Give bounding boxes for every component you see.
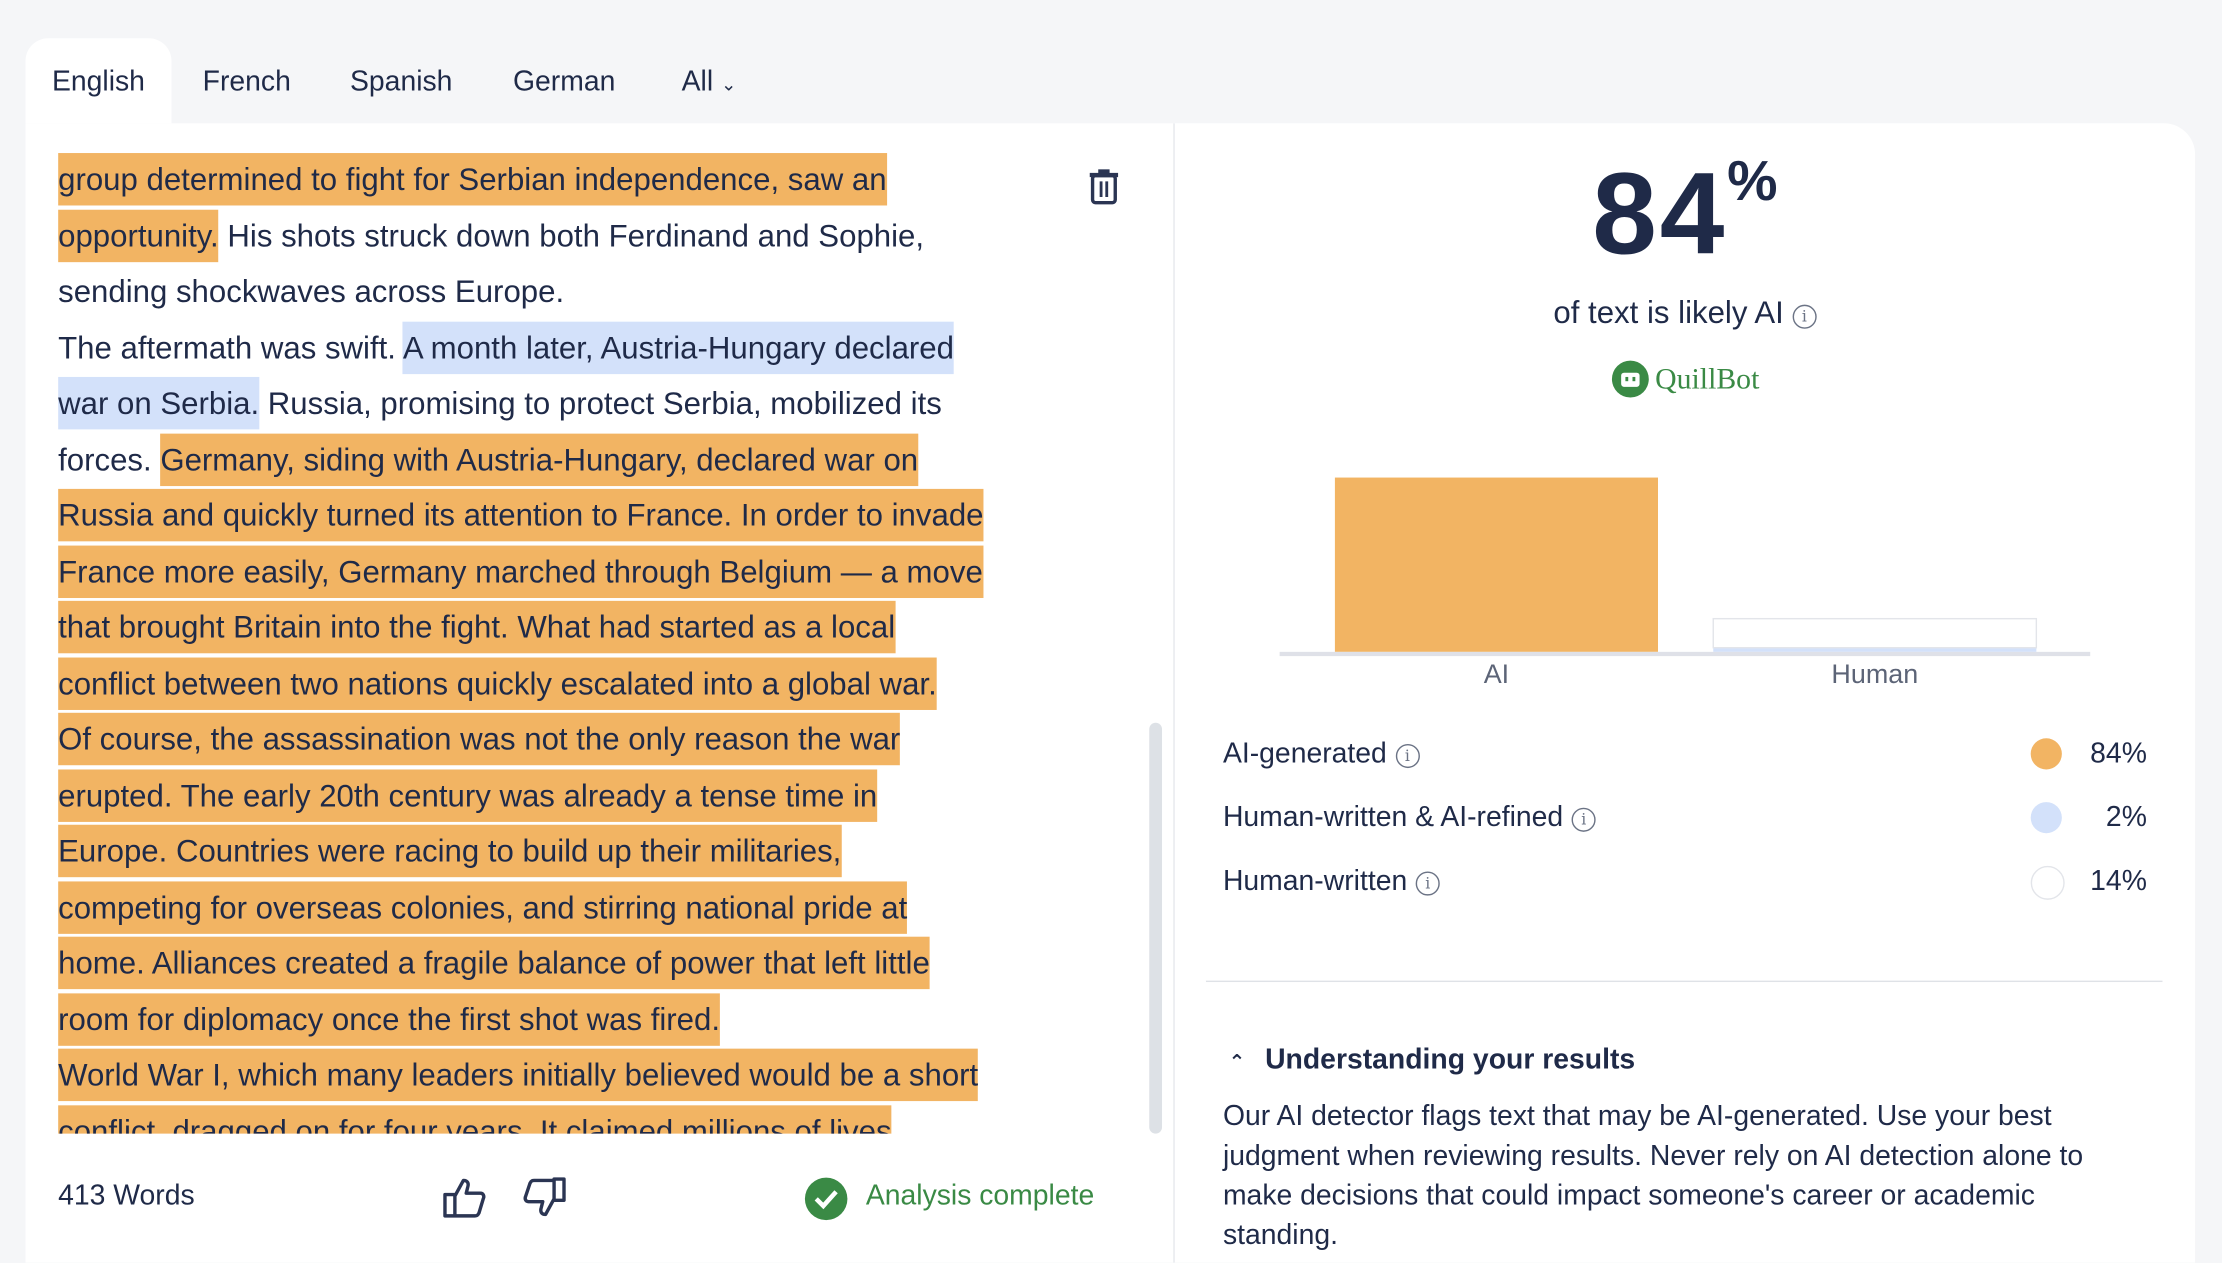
text-line: group determined to fight for Serbian in… [58,152,1107,208]
text-editor[interactable]: group determined to fight for Serbian in… [58,152,1107,1134]
x-tick-label: AI [1484,659,1509,689]
legend-dot-human [2030,865,2065,900]
text-segment: His shots struck down both Ferdinand and… [218,217,925,253]
legend-dot-refined [2030,802,2062,834]
ai-highlight: that brought Britain into the fight. Wha… [58,600,895,654]
percent-sign: % [1727,150,1778,213]
text-line: France more easily, Germany marched thro… [58,543,1107,599]
thumbs-down-icon[interactable] [521,1176,566,1226]
ai-highlight: competing for overseas colonies, and sti… [58,880,907,934]
tab-all-dropdown[interactable]: All ⌄ [682,38,737,123]
ai-score-value: 84 [1592,150,1728,280]
tab-french[interactable]: French [202,66,291,98]
divider [1205,980,2163,983]
ai-score: 84% [1175,149,2195,282]
legend-value: 14% [2090,865,2147,898]
chevron-down-icon: ⌄ [721,73,737,95]
text-segment: Russia, promising to protect Serbia, mob… [259,385,942,421]
info-icon[interactable]: i [1571,807,1596,832]
text-line: home. Alliances created a fragile balanc… [58,935,1107,991]
legend-ai-generated: AI-generated i 84% [1223,733,2147,776]
quillbot-logo: QuillBot [1611,359,1759,399]
ai-highlight: Of course, the assassination was not the… [58,712,900,766]
ai-highlight: Europe. Countries were racing to build u… [58,824,841,878]
ai-highlight: France more easily, Germany marched thro… [58,544,983,598]
legend-dot-ai [2030,738,2062,770]
text-line: Europe. Countries were racing to build u… [58,823,1107,879]
text-line: Of course, the assassination was not the… [58,711,1107,767]
score-subtitle-text: of text is likely AI [1553,294,1784,331]
text-segment: The aftermath was swift. [58,329,403,365]
word-count: 413 Words [58,1180,195,1212]
ai-highlight: group determined to fight for Serbian in… [58,153,887,206]
ai-highlight: World War I, which many leaders initiall… [58,1048,978,1102]
text-line: opportunity. His shots struck down both … [58,208,1107,264]
ai-refined-highlight: A month later, Austria-Hungary declared [402,320,954,374]
chart-baseline [1279,651,2091,657]
tab-spanish[interactable]: Spanish [350,66,453,98]
text-line: forces. Germany, siding with Austria-Hun… [58,432,1107,488]
text-line: sending shockwaves across Europe. [58,264,1107,320]
ai-highlight: room for diplomacy once the first shot w… [58,992,720,1046]
bar-human-2 [1712,617,2038,649]
info-icon[interactable]: i [1395,743,1420,769]
quillbot-logo-icon [1611,359,1649,397]
legend-value: 84% [2090,738,2147,770]
legend-human-written: Human-written i 14% [1223,860,2147,903]
legend-human-ai-refined: Human-written & AI-refined i 2% [1223,796,2147,839]
legend-label: AI-generated [1222,738,1387,770]
info-icon[interactable]: i [1792,304,1817,329]
ai-highlight: conflict, dragged on for four years. It … [58,1104,892,1134]
ai-highlight: opportunity. [58,209,219,262]
text-line: war on Serbia. Russia, promising to prot… [58,376,1107,432]
understanding-body: Our AI detector flags text that may be A… [1222,1101,2084,1252]
tab-all-label: All [681,66,714,98]
text-line: World War I, which many leaders initiall… [58,1047,1107,1103]
ai-refined-highlight: war on Serbia. [58,376,260,430]
text-input-panel: group determined to fight for Serbian in… [25,123,1174,1263]
tab-english[interactable]: English [25,38,172,124]
analysis-status: Analysis complete [865,1180,1095,1212]
understanding-title: Understanding your results [1265,1044,1636,1076]
legend-value: 2% [2105,802,2147,834]
thumbs-up-icon[interactable] [442,1176,487,1226]
quillbot-logo-text: QuillBot [1655,360,1760,395]
text-line: conflict between two nations quickly esc… [58,655,1107,711]
text-line: competing for overseas colonies, and sti… [58,879,1107,935]
ai-highlight: home. Alliances created a fragile balanc… [58,936,930,990]
text-line: that brought Britain into the fight. Wha… [58,599,1107,655]
tab-german[interactable]: German [512,66,616,98]
results-panel: 84% of text is likely AI i QuillBot AI Hum… [1173,123,2196,1263]
trash-icon[interactable] [1088,169,1119,205]
text-line: Russia and quickly turned its attention … [58,487,1107,543]
ai-human-bar-chart: AI Human [1279,477,2091,689]
text-line: erupted. The early 20th century was alre… [58,767,1107,823]
text-line: conflict, dragged on for four years. It … [58,1103,1107,1134]
text-line: The aftermath was swift. A month later, … [58,320,1107,376]
check-circle-icon [804,1177,848,1221]
x-tick-label: Human [1831,659,1918,689]
ai-highlight: conflict between two nations quickly esc… [58,656,937,710]
ai-highlight: Russia and quickly turned its attention … [58,488,984,542]
text-line: room for diplomacy once the first shot w… [58,991,1107,1047]
text-segment: forces. [58,441,161,477]
chevron-up-icon: ⌃ [1228,1050,1246,1073]
bar-human-1 [1713,647,2037,652]
legend-label: Human-written [1222,865,1408,898]
ai-highlight: erupted. The early 20th century was alre… [58,768,877,822]
text-segment: sending shockwaves across Europe. [58,273,565,309]
legend-label: Human-written & AI-refined [1222,802,1564,834]
score-subtitle: of text is likely AI i [1175,295,2195,332]
bar-ai-0 [1334,477,1658,652]
scrollbar[interactable] [1149,722,1163,1134]
ai-highlight: Germany, siding with Austria-Hungary, de… [160,432,919,486]
understanding-toggle[interactable]: ⌃ Understanding your results [1229,1044,1636,1077]
info-icon[interactable]: i [1415,871,1440,896]
